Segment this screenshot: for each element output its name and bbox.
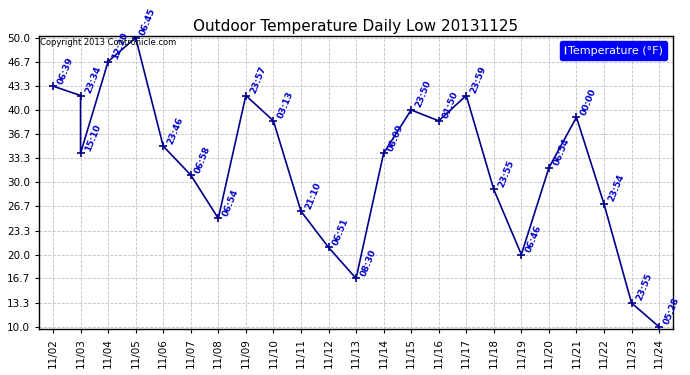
Text: 21:10: 21:10 bbox=[304, 181, 323, 210]
Text: 01:50: 01:50 bbox=[442, 90, 460, 120]
Text: 03:13: 03:13 bbox=[276, 90, 295, 120]
Title: Outdoor Temperature Daily Low 20131125: Outdoor Temperature Daily Low 20131125 bbox=[193, 20, 519, 34]
Text: 08:30: 08:30 bbox=[359, 248, 378, 278]
Text: 06:39: 06:39 bbox=[56, 56, 75, 86]
Text: 23:50: 23:50 bbox=[414, 80, 433, 109]
Text: 06:51: 06:51 bbox=[331, 217, 351, 246]
Text: 06:54: 06:54 bbox=[552, 137, 571, 167]
Text: 06:54: 06:54 bbox=[221, 188, 240, 218]
Text: 23:59: 23:59 bbox=[469, 65, 488, 95]
Text: 15:10: 15:10 bbox=[83, 123, 102, 153]
Text: 06:09: 06:09 bbox=[386, 123, 406, 153]
Text: 23:55: 23:55 bbox=[497, 159, 515, 189]
Text: 23:54: 23:54 bbox=[607, 173, 626, 203]
Text: 23:34: 23:34 bbox=[83, 65, 102, 95]
Text: 23:46: 23:46 bbox=[166, 115, 185, 146]
Text: 00:00: 00:00 bbox=[579, 87, 598, 116]
Text: 12:20: 12:20 bbox=[111, 31, 130, 61]
Text: 05:28: 05:28 bbox=[662, 296, 681, 326]
Text: 23:57: 23:57 bbox=[248, 65, 268, 95]
Text: Copyright 2013 Contronicle.com: Copyright 2013 Contronicle.com bbox=[40, 38, 176, 47]
Legend: Temperature (°F): Temperature (°F) bbox=[560, 41, 667, 60]
Text: 06:46: 06:46 bbox=[524, 224, 543, 254]
Text: 06:58: 06:58 bbox=[193, 144, 213, 174]
Text: 23:55: 23:55 bbox=[634, 272, 653, 302]
Text: 06:45: 06:45 bbox=[139, 7, 157, 37]
